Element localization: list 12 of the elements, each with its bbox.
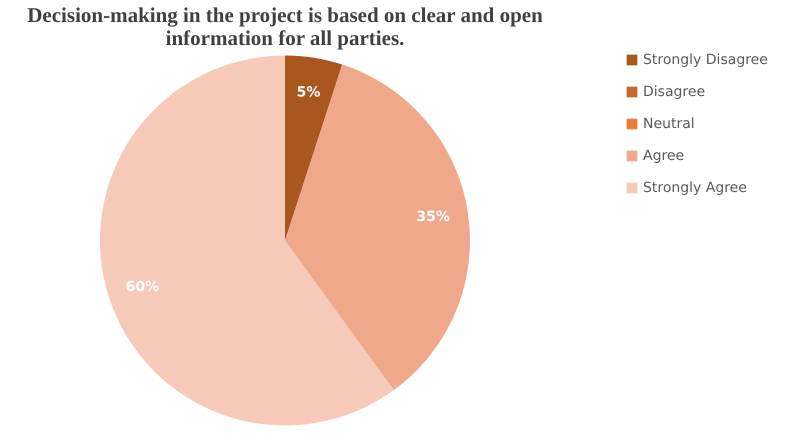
chart-title: Decision-making in the project is based on clear and open information for all parties. — [27, 3, 544, 50]
legend-label: Agree — [643, 148, 684, 164]
data-label: 5% — [296, 84, 320, 100]
legend-label: Neutral — [643, 116, 695, 132]
data-label: 35% — [416, 209, 450, 226]
legend-label: Strongly Disagree — [643, 52, 768, 68]
pie-slice — [285, 56, 342, 240]
legend-label: Disagree — [643, 84, 706, 100]
data-label: 60% — [126, 278, 160, 295]
legend-label: Strongly Agree — [643, 180, 747, 196]
pie-slice — [100, 56, 394, 426]
pie-slice — [285, 64, 470, 390]
